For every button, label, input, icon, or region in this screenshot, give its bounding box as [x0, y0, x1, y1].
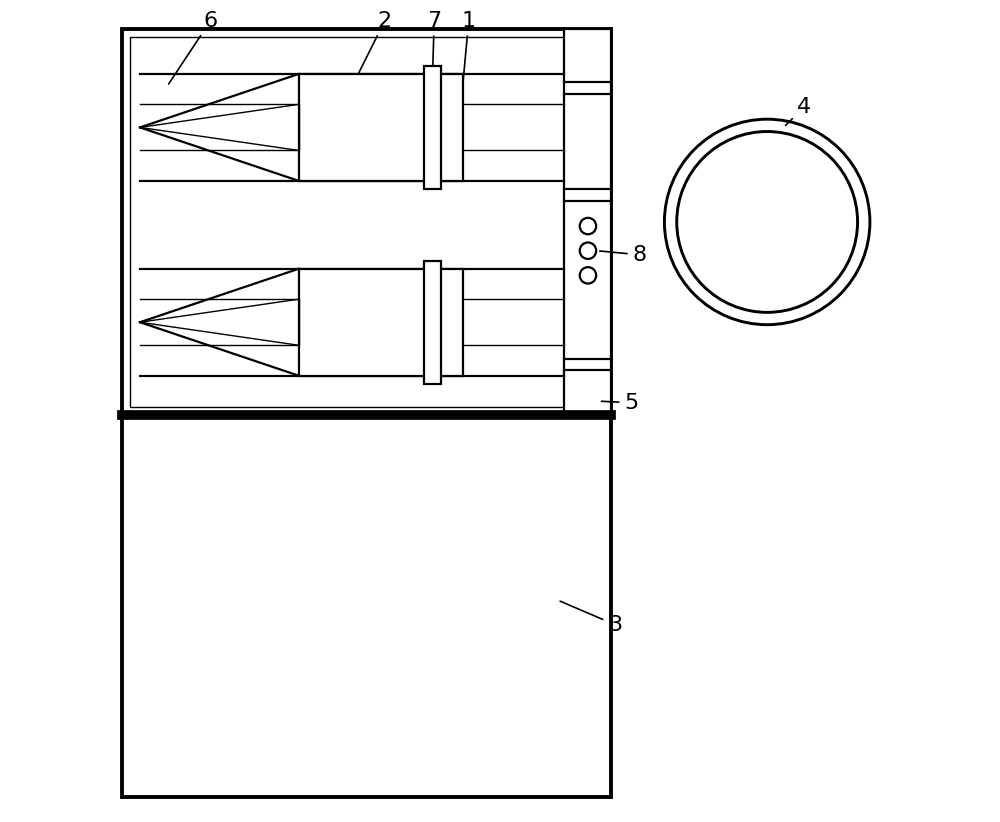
- Text: 2: 2: [345, 11, 392, 100]
- Bar: [424, 261, 441, 384]
- Text: 8: 8: [600, 245, 647, 265]
- Text: 1: 1: [462, 11, 476, 80]
- Text: 6: 6: [169, 11, 218, 84]
- Bar: [424, 66, 441, 189]
- Text: 5: 5: [601, 393, 639, 413]
- Bar: [122, 415, 611, 797]
- Bar: [122, 29, 611, 415]
- Bar: [299, 74, 463, 181]
- Bar: [564, 29, 611, 415]
- Text: 7: 7: [427, 11, 441, 70]
- Bar: [130, 37, 603, 407]
- Text: 4: 4: [786, 97, 811, 126]
- Text: 3: 3: [560, 601, 622, 635]
- Bar: [299, 269, 463, 376]
